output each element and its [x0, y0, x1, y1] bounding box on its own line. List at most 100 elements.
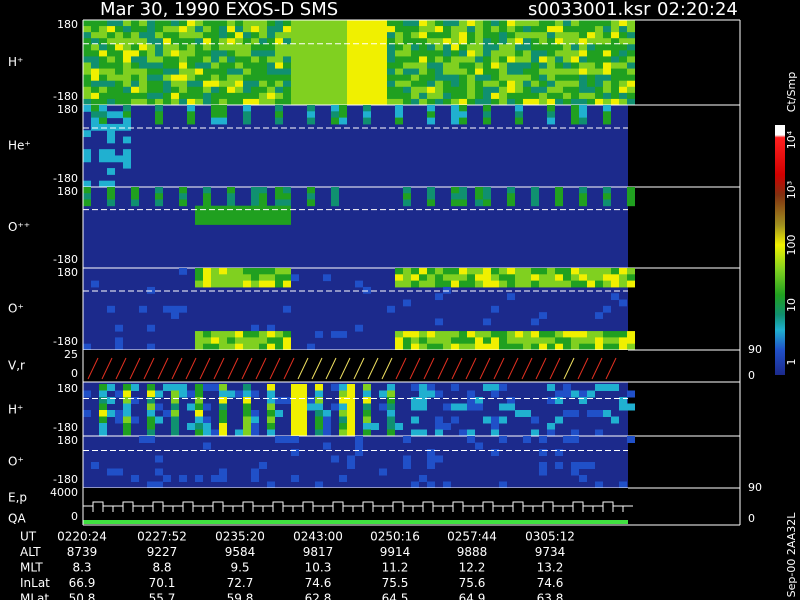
- spectrogram-cell: [443, 98, 451, 106]
- spectrogram-cell: [179, 268, 187, 275]
- spectrogram-cell: [163, 62, 171, 70]
- spectrogram-cell: [403, 268, 411, 275]
- spectrogram-cell: [435, 318, 443, 326]
- spectrogram-cell: [155, 86, 163, 94]
- spectrogram-cell: [123, 429, 131, 437]
- y-tick-label: 0: [71, 510, 78, 523]
- spectrogram-cell: [195, 343, 203, 351]
- spectrogram-cell: [283, 56, 291, 63]
- spectrogram-cell: [83, 105, 91, 112]
- spectrogram-cell: [283, 343, 291, 351]
- spectrogram-cell: [219, 50, 227, 57]
- spectrogram-cell: [403, 56, 411, 63]
- spectrogram-cell: [539, 20, 547, 27]
- spectrogram-cell: [339, 38, 347, 45]
- spectrogram-cell: [443, 86, 451, 94]
- spectrogram-cell: [435, 68, 443, 76]
- spectrogram-cell: [315, 397, 323, 404]
- spectrogram-cell: [547, 423, 555, 430]
- spectrogram-cell: [611, 86, 619, 94]
- velocity-trace: [437, 357, 449, 380]
- spectrogram-cell: [515, 68, 523, 76]
- spectrogram-cell: [499, 343, 507, 351]
- spectrogram-cell: [427, 187, 435, 194]
- spectrogram-cell: [539, 80, 547, 88]
- spectrogram-cell: [283, 32, 291, 39]
- spectrogram-cell: [299, 86, 307, 94]
- spectrogram-cell: [219, 205, 227, 213]
- spectrogram-cell: [187, 98, 195, 106]
- spectrogram-cell: [395, 86, 403, 94]
- spectrogram-cell: [275, 410, 283, 417]
- spectrogram-cell: [427, 193, 435, 200]
- y-tick-label: 4000: [50, 486, 78, 499]
- spectrogram-cell: [267, 20, 275, 27]
- ephemeris-value: 70.1: [149, 576, 176, 590]
- spectrogram-cell: [419, 274, 427, 282]
- spectrogram-cell: [99, 38, 107, 45]
- spectrogram-cell: [579, 337, 587, 345]
- spectrogram-cell: [491, 343, 499, 351]
- spectrogram-cell: [395, 20, 403, 27]
- spectrogram-cell: [595, 410, 603, 417]
- spectrogram-cell: [331, 32, 339, 39]
- spectrogram-cell: [443, 68, 451, 76]
- spectrogram-cell: [331, 38, 339, 45]
- spectrogram-cell: [307, 20, 315, 27]
- spectrogram-cell: [347, 397, 355, 404]
- spectrogram-cell: [427, 462, 435, 469]
- spectrogram-cell: [363, 74, 371, 82]
- spectrogram-cell: [587, 20, 595, 27]
- spectrogram-cell: [291, 50, 299, 57]
- spectrogram-cell: [83, 74, 91, 82]
- spectrogram-cell: [355, 20, 363, 27]
- spectrogram-cell: [467, 331, 475, 338]
- spectrogram-cell: [155, 92, 163, 100]
- spectrogram-cell: [259, 205, 267, 213]
- spectrogram-cell: [115, 390, 123, 398]
- spectrogram-cell: [387, 429, 395, 437]
- velocity-trace: [129, 357, 141, 380]
- velocity-trace: [479, 357, 491, 380]
- spectrogram-cell: [99, 117, 107, 125]
- spectrogram-cell: [507, 343, 515, 351]
- spectrogram-cell: [531, 20, 539, 27]
- spectrogram-cell: [555, 56, 563, 63]
- spectrogram-cell: [251, 68, 259, 76]
- spectrogram-cell: [107, 44, 115, 51]
- spectrogram-cell: [203, 403, 211, 411]
- spectrogram-cell: [483, 187, 491, 194]
- spectrogram-cell: [379, 92, 387, 100]
- spectrogram-cell: [443, 44, 451, 51]
- spectrogram-cell: [99, 50, 107, 57]
- spectrogram-cell: [259, 280, 267, 288]
- spectrogram-cell: [259, 56, 267, 63]
- spectrogram-cell: [155, 50, 163, 57]
- spectrogram-cell: [219, 26, 227, 33]
- spectrogram-cell: [459, 274, 467, 282]
- spectrogram-cell: [619, 98, 627, 106]
- spectrogram-cell: [379, 32, 387, 39]
- spectrogram-cell: [155, 416, 163, 424]
- spectrogram-cell: [403, 455, 411, 463]
- spectrogram-cell: [539, 274, 547, 282]
- ephemeris-value: 64.5: [382, 592, 409, 600]
- spectrogram-cell: [363, 390, 371, 398]
- spectrogram-cell: [259, 32, 267, 39]
- spectrogram-cell: [515, 111, 523, 119]
- spectrogram-cell: [235, 32, 243, 39]
- spectrogram-cell: [499, 331, 507, 338]
- spectrogram-cell: [459, 56, 467, 63]
- spectrogram-cell: [611, 384, 619, 391]
- spectrogram-cell: [531, 429, 539, 437]
- spectrogram-cell: [579, 268, 587, 275]
- spectrogram-cell: [459, 80, 467, 88]
- spectrogram-cell: [427, 199, 435, 207]
- spectrogram-cell: [379, 50, 387, 57]
- spectrogram-cell: [555, 92, 563, 100]
- spectrogram-cell: [147, 390, 155, 398]
- spectrogram-cell: [419, 403, 427, 411]
- spectrogram-cell: [235, 343, 243, 351]
- velocity-trace: [311, 357, 323, 380]
- spectrogram-cell: [595, 62, 603, 70]
